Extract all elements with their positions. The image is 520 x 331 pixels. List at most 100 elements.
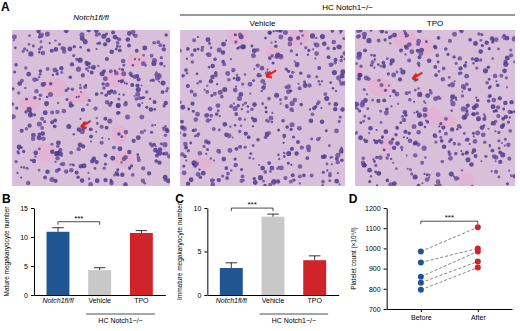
histology-image <box>355 30 515 186</box>
nucleus <box>406 155 408 157</box>
error-bar <box>309 256 320 260</box>
nucleus <box>389 95 391 97</box>
nucleus <box>234 40 237 43</box>
nucleus <box>258 164 260 166</box>
nucleus <box>448 39 452 43</box>
nucleus <box>309 118 314 123</box>
nucleus <box>240 44 245 49</box>
nucleus <box>290 147 294 151</box>
nucleus <box>200 48 204 52</box>
nucleus <box>37 136 41 140</box>
nucleus <box>135 97 139 101</box>
nucleus <box>142 54 145 57</box>
tick-label: 700 <box>369 306 381 313</box>
point <box>418 260 424 266</box>
nucleus <box>372 158 374 160</box>
error-bar <box>267 214 278 217</box>
nucleus <box>295 62 300 67</box>
nucleus <box>287 70 290 73</box>
nucleus <box>362 120 365 123</box>
nucleus <box>438 130 441 133</box>
tick: 5 <box>197 248 207 255</box>
nucleus <box>491 121 496 126</box>
tick-mark <box>384 208 387 209</box>
nucleus <box>275 55 278 58</box>
nucleus <box>401 149 403 151</box>
nucleus <box>513 61 515 64</box>
nucleus <box>265 110 268 113</box>
nucleus <box>482 117 486 121</box>
nucleus <box>250 108 254 112</box>
nucleus <box>198 151 203 156</box>
nucleus <box>508 170 510 172</box>
nucleus <box>209 79 213 83</box>
nucleus <box>490 149 494 153</box>
nucleus <box>333 107 337 111</box>
nucleus <box>120 161 122 163</box>
nucleus <box>183 155 187 159</box>
nucleus <box>95 92 99 96</box>
nucleus <box>465 137 469 141</box>
nucleus <box>386 179 390 183</box>
nucleus <box>469 143 471 145</box>
nucleus <box>357 73 362 78</box>
nucleus <box>87 30 91 32</box>
nucleus <box>310 174 314 178</box>
nucleus <box>402 118 406 122</box>
nucleus <box>249 152 252 155</box>
nucleus <box>236 74 239 77</box>
nucleus <box>483 141 487 145</box>
nucleus <box>13 71 16 74</box>
nucleus <box>225 176 229 180</box>
nucleus <box>331 30 334 33</box>
nucleus <box>489 85 492 88</box>
nucleus <box>468 88 472 92</box>
figure: ANotch1fl/flVehicleTPOHC Notch1−/−B05101… <box>0 0 520 331</box>
nucleus <box>417 87 419 89</box>
nucleus <box>434 73 438 77</box>
nucleus <box>54 39 56 41</box>
tick-label: 800 <box>369 286 381 293</box>
nucleus <box>422 107 427 112</box>
nucleus <box>370 54 373 57</box>
megakaryocyte <box>128 53 148 67</box>
nucleus <box>260 166 265 171</box>
nucleus <box>156 40 160 44</box>
nucleus <box>329 62 334 67</box>
nucleus <box>153 108 156 111</box>
nucleus <box>143 129 146 132</box>
nucleus <box>362 163 367 168</box>
nucleus <box>66 124 71 129</box>
axis-line <box>387 309 512 310</box>
nucleus <box>136 87 141 92</box>
nucleus <box>180 105 185 110</box>
nucleus <box>110 89 113 92</box>
nucleus <box>480 33 483 36</box>
nucleus <box>221 174 224 177</box>
nucleus <box>104 154 108 158</box>
nucleus <box>12 87 15 90</box>
nucleus <box>260 90 262 92</box>
nucleus <box>227 78 231 82</box>
nucleus <box>274 41 277 44</box>
nucleus <box>488 78 491 81</box>
nucleus <box>242 104 245 107</box>
nucleus <box>141 84 143 86</box>
nucleus <box>64 30 66 32</box>
nucleus <box>448 84 451 87</box>
nucleus <box>180 49 182 52</box>
nucleus <box>214 71 217 74</box>
x-axis: Notch1fl/flVehicleTPO <box>208 295 339 304</box>
nucleus <box>32 159 36 163</box>
nucleus <box>488 47 491 50</box>
nucleus <box>38 169 41 172</box>
nucleus <box>61 162 65 166</box>
nucleus <box>71 87 75 91</box>
nucleus <box>301 34 303 36</box>
nucleus <box>425 177 430 182</box>
nucleus <box>491 104 496 109</box>
nucleus <box>101 137 103 139</box>
nucleus <box>404 45 408 49</box>
nucleus <box>433 134 437 138</box>
nucleus <box>16 172 18 174</box>
